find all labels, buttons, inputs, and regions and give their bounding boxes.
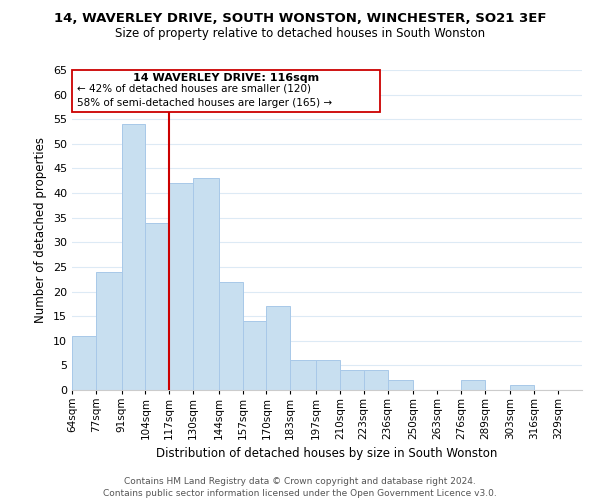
Text: Size of property relative to detached houses in South Wonston: Size of property relative to detached ho…: [115, 28, 485, 40]
Bar: [122, 124, 145, 390]
Bar: [266, 306, 290, 390]
Bar: [511, 385, 535, 390]
Text: Contains HM Land Registry data © Crown copyright and database right 2024.: Contains HM Land Registry data © Crown c…: [124, 478, 476, 486]
Bar: [388, 380, 413, 390]
Bar: [364, 370, 388, 390]
Bar: [461, 380, 485, 390]
Bar: [96, 272, 122, 390]
Text: Contains public sector information licensed under the Open Government Licence v3: Contains public sector information licen…: [103, 489, 497, 498]
Bar: [316, 360, 340, 390]
Text: 58% of semi-detached houses are larger (165) →: 58% of semi-detached houses are larger (…: [77, 98, 332, 108]
Text: ← 42% of detached houses are smaller (120): ← 42% of detached houses are smaller (12…: [77, 84, 311, 94]
Bar: [169, 183, 193, 390]
Bar: [242, 321, 266, 390]
Bar: [193, 178, 219, 390]
Text: 14, WAVERLEY DRIVE, SOUTH WONSTON, WINCHESTER, SO21 3EF: 14, WAVERLEY DRIVE, SOUTH WONSTON, WINCH…: [54, 12, 546, 26]
Y-axis label: Number of detached properties: Number of detached properties: [34, 137, 47, 323]
Bar: [290, 360, 316, 390]
Bar: [72, 336, 96, 390]
Bar: [340, 370, 364, 390]
Text: 14 WAVERLEY DRIVE: 116sqm: 14 WAVERLEY DRIVE: 116sqm: [133, 73, 319, 83]
Bar: [219, 282, 242, 390]
Bar: [145, 222, 169, 390]
FancyBboxPatch shape: [72, 70, 380, 112]
X-axis label: Distribution of detached houses by size in South Wonston: Distribution of detached houses by size …: [157, 448, 497, 460]
